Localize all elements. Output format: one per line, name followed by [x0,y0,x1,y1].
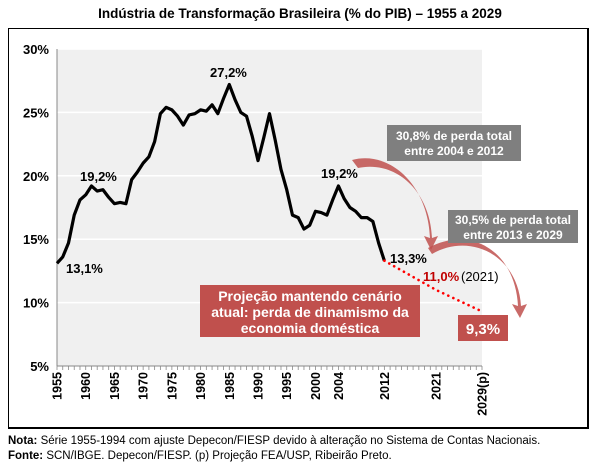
loss-box-text: entre 2004 e 2012 [404,144,504,158]
value-2029-box [458,315,508,341]
x-tick-label: 1960 [79,372,93,400]
chart-title: Indústria de Transformação Brasileira (%… [98,6,502,21]
y-tick-label: 15% [23,232,49,247]
chart-frame [8,28,589,429]
x-tick-label: 2004 [332,372,346,400]
y-tick-label: 20% [23,169,49,184]
x-tick-label: 1980 [194,372,208,400]
source-label: Fonte: [8,450,44,462]
x-tick-label: 1955 [51,372,65,400]
x-tick-label: 1970 [137,372,151,400]
source-text: SCN/IBGE. Depecon/FIESP. (p) Projeção FE… [43,450,392,462]
loss-box-2004-2012 [387,125,521,161]
x-tick-label: 1975 [165,372,179,400]
historical-series-line [55,82,386,265]
y-tick-label: 10% [23,296,49,311]
label-1961: 19,2% [80,169,117,184]
x-tick-label: 1985 [223,372,237,400]
x-tick-label: 1990 [252,372,266,400]
loss-box-2013-2029 [448,210,578,243]
x-tick-label: 2029(p) [476,372,490,416]
label-2021: 11,0% [423,269,460,284]
x-tick-label: 2000 [309,372,323,400]
source-line: Fonte: SCN/IBGE. Depecon/FIESP. (p) Proj… [8,450,392,462]
note-label: Nota: [8,435,38,447]
scenario-text: atual: perda de dinamismo da [211,304,409,320]
label-1985: 27,2% [210,65,247,80]
note-line: Nota: Série 1955-1994 com ajuste Depecon… [8,435,540,447]
label-1955: 13,1% [66,261,103,276]
label-2021-year: (2021) [461,269,499,284]
x-tick-label: 2021 [430,372,444,400]
loss-box-text: entre 2013 e 2029 [463,228,563,242]
curved-arrow-icon [352,158,438,250]
loss-box-text: 30,8% de perda total [396,129,512,143]
y-tick-label: 25% [23,105,49,120]
x-tick-label: 2012 [378,372,392,400]
y-tick-label: 30% [23,42,49,57]
scenario-text: Projeção mantendo cenário [218,288,402,304]
label-2012: 13,3% [390,251,427,266]
loss-box-text: 30,5% de perda total [455,213,571,227]
label-2029: 9,3% [466,321,500,338]
curved-arrow-icon [428,239,527,318]
y-tick-label: 5% [30,359,49,374]
label-2004: 19,2% [321,166,358,181]
scenario-box [200,285,420,337]
x-tick-label: 1995 [280,372,294,400]
note-text: Série 1955-1994 com ajuste Depecon/FIESP… [37,435,541,447]
x-tick-label: 1965 [108,372,122,400]
scenario-text: economia doméstica [241,320,380,336]
